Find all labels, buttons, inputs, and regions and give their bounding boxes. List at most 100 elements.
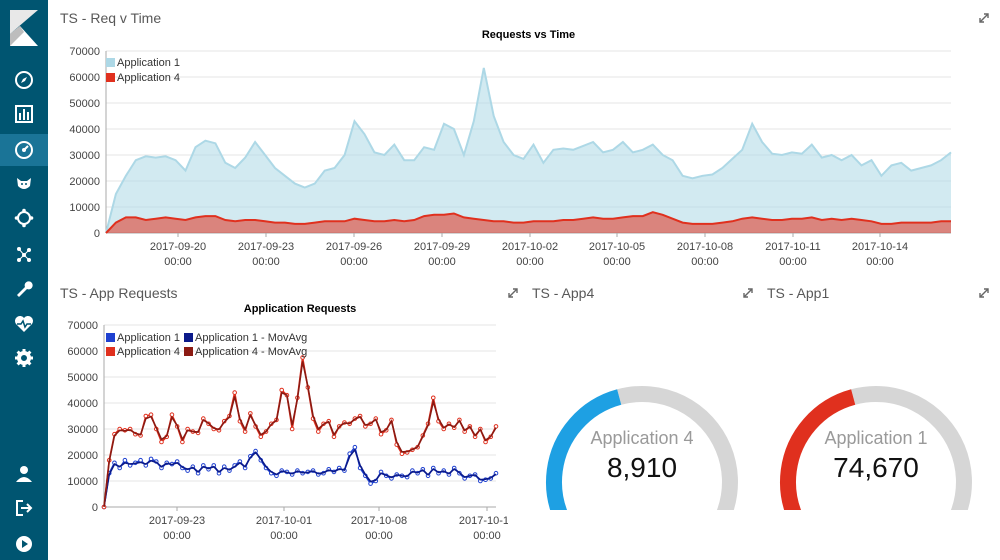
x-tick-date: 2017-10-16 bbox=[459, 515, 508, 527]
gauge-app1: Application 1 74,670 bbox=[780, 386, 972, 510]
x-tick-date: 2017-10-05 bbox=[589, 241, 645, 253]
data-point bbox=[232, 390, 237, 395]
user-icon[interactable] bbox=[0, 458, 48, 490]
x-tick-time: 00:00 bbox=[691, 256, 719, 268]
y-tick-label: 30000 bbox=[69, 150, 100, 162]
data-point bbox=[159, 439, 164, 445]
gauge-fill bbox=[546, 389, 622, 510]
gauge-value: 74,670 bbox=[833, 452, 919, 483]
visualize-icon[interactable] bbox=[0, 98, 48, 130]
data-point bbox=[352, 444, 358, 450]
legend-label[interactable]: Application 4 - MovAvg bbox=[195, 346, 307, 358]
gauge-fill bbox=[780, 389, 856, 510]
expand-icon[interactable] bbox=[507, 287, 519, 299]
expand-icon[interactable] bbox=[978, 287, 990, 299]
x-tick-time: 00:00 bbox=[163, 530, 191, 542]
series-line bbox=[103, 445, 497, 508]
legend-swatch[interactable] bbox=[106, 58, 115, 67]
legend-swatch[interactable] bbox=[106, 73, 115, 82]
gauge-value: 8,910 bbox=[607, 452, 677, 483]
chart-title: Requests vs Time bbox=[482, 29, 575, 41]
x-tick-time: 00:00 bbox=[340, 256, 368, 268]
data-point bbox=[289, 426, 295, 432]
legend-label[interactable]: Application 4 bbox=[117, 346, 180, 358]
logout-icon[interactable] bbox=[0, 492, 48, 524]
x-tick-date: 2017-09-29 bbox=[414, 241, 470, 253]
legend-label[interactable]: Application 1 bbox=[117, 332, 180, 344]
monitoring-icon[interactable] bbox=[0, 308, 48, 340]
panel-title-top: TS - Req v Time bbox=[60, 10, 162, 26]
data-point bbox=[279, 387, 285, 393]
x-tick-time: 00:00 bbox=[866, 256, 894, 268]
x-tick-date: 2017-09-23 bbox=[238, 241, 294, 253]
legend-label[interactable]: Application 4 bbox=[117, 72, 180, 84]
x-tick-time: 00:00 bbox=[164, 256, 192, 268]
legend-swatch[interactable] bbox=[106, 347, 115, 356]
expand-icon[interactable] bbox=[742, 287, 754, 299]
x-tick-time: 00:00 bbox=[252, 256, 280, 268]
timelion-icon[interactable] bbox=[0, 168, 48, 200]
series-area bbox=[106, 67, 951, 234]
x-tick-time: 00:00 bbox=[428, 256, 456, 268]
data-point bbox=[493, 424, 499, 429]
x-tick-time: 00:00 bbox=[270, 530, 298, 542]
data-point bbox=[138, 457, 143, 463]
x-tick-time: 00:00 bbox=[473, 530, 501, 542]
series-line bbox=[105, 67, 952, 234]
y-tick-label: 50000 bbox=[67, 372, 98, 384]
series-line bbox=[103, 361, 497, 508]
chart-title: Application Requests bbox=[244, 303, 356, 315]
gauge-track bbox=[851, 386, 972, 510]
legend-swatch[interactable] bbox=[106, 333, 115, 342]
y-tick-label: 10000 bbox=[69, 202, 100, 214]
panel-title-app1: TS - App1 bbox=[767, 285, 830, 301]
devtools-icon[interactable] bbox=[0, 272, 48, 304]
x-tick-date: 2017-09-26 bbox=[326, 241, 382, 253]
y-tick-label: 40000 bbox=[69, 124, 100, 136]
management-icon[interactable] bbox=[0, 342, 48, 374]
legend-label[interactable]: Application 1 - MovAvg bbox=[195, 332, 307, 344]
y-tick-label: 70000 bbox=[69, 46, 100, 58]
x-tick-time: 00:00 bbox=[603, 256, 631, 268]
data-point bbox=[368, 481, 373, 486]
x-tick-date: 2017-09-23 bbox=[149, 515, 205, 527]
y-tick-label: 0 bbox=[92, 502, 98, 514]
apm-icon[interactable] bbox=[0, 202, 48, 234]
y-tick-label: 10000 bbox=[67, 476, 98, 488]
y-tick-label: 70000 bbox=[67, 320, 98, 332]
series-line bbox=[105, 211, 951, 234]
legend-label[interactable]: Application 1 bbox=[117, 57, 180, 69]
y-tick-label: 0 bbox=[94, 228, 100, 240]
discover-icon[interactable] bbox=[0, 64, 48, 96]
x-tick-date: 2017-10-08 bbox=[351, 515, 407, 527]
legend-swatch[interactable] bbox=[184, 333, 193, 342]
dashboard-icon[interactable] bbox=[0, 134, 48, 166]
series-line bbox=[103, 448, 497, 508]
panel-title-app4: TS - App4 bbox=[532, 285, 595, 301]
y-tick-label: 60000 bbox=[67, 346, 98, 358]
application-requests-chart: Application Requests 0 10000 20000 30000 4000… bbox=[67, 303, 508, 542]
data-point bbox=[300, 355, 305, 360]
x-tick-date: 2017-10-02 bbox=[502, 241, 558, 253]
kibana-logo[interactable] bbox=[6, 8, 42, 48]
x-tick-date: 2017-10-11 bbox=[765, 241, 820, 253]
sidebar bbox=[0, 0, 48, 560]
gauge-label: Application 1 bbox=[824, 428, 927, 448]
x-tick-time: 00:00 bbox=[516, 256, 544, 268]
y-tick-label: 30000 bbox=[67, 424, 98, 436]
collapse-icon[interactable] bbox=[0, 528, 48, 560]
x-tick-time: 00:00 bbox=[365, 530, 393, 542]
requests-vs-time-chart: Requests vs Time 0 10000 20000 30000 40000 500… bbox=[69, 29, 952, 268]
gauge-track bbox=[617, 386, 738, 510]
x-tick-date: 2017-09-20 bbox=[150, 241, 206, 253]
legend-swatch[interactable] bbox=[184, 347, 193, 356]
expand-icon[interactable] bbox=[978, 12, 990, 24]
data-point bbox=[122, 457, 128, 463]
y-tick-label: 60000 bbox=[69, 72, 100, 84]
y-tick-label: 20000 bbox=[69, 176, 100, 188]
panel-title-app-requests: TS - App Requests bbox=[60, 285, 178, 301]
graph-icon[interactable] bbox=[0, 238, 48, 270]
x-tick-time: 00:00 bbox=[779, 256, 807, 268]
x-tick-date: 2017-10-14 bbox=[852, 241, 908, 253]
y-tick-label: 40000 bbox=[67, 398, 98, 410]
